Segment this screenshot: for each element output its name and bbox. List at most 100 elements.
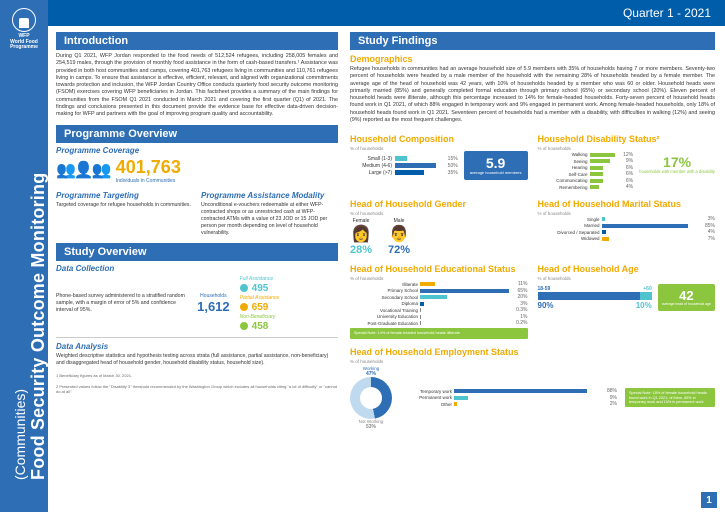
disability-bars: Walking 12%Seeing 9%Hearing 6%Self-Care …	[538, 151, 634, 191]
employment-block: Head of Household Employment Status % of…	[350, 343, 715, 430]
data-analysis-text: Weighted descriptive statistics and hypo…	[56, 353, 338, 367]
demographics-text: Refugee households in communities had an…	[350, 66, 715, 124]
assistance-tiers: Full Assistance495Partial Assistance659N…	[240, 275, 338, 333]
wfp-logo-circle	[12, 8, 36, 32]
tier-row: Full Assistance	[240, 276, 338, 282]
targeting-label: Programme Targeting	[56, 191, 193, 200]
hbar-row: Hearing 6%	[538, 165, 634, 171]
marital-bars: Single 3%Married 85%Divorced / Separated…	[538, 216, 716, 242]
modality-label: Programme Assistance Modality	[201, 191, 338, 200]
gender-title: Head of Household Gender	[350, 199, 528, 209]
households-badge: Households 1,612	[197, 293, 230, 314]
wfp-logo: WFPWorld Food Programme	[6, 8, 42, 52]
age-title: Head of Household Age	[538, 264, 716, 274]
donut-notworking-pct: 53%	[350, 424, 392, 430]
education-unit: % of households	[350, 276, 528, 281]
page-number: 1	[701, 492, 717, 508]
hbar-row: Illiterate 11%	[350, 281, 528, 287]
hbar-row: Large (>7) 35%	[350, 170, 458, 176]
data-analysis-label: Data Analysis	[56, 342, 338, 351]
coverage-row: 👥👤👥 401,763 Individuals in Communities	[56, 157, 338, 184]
coverage-number: 401,763	[116, 157, 181, 178]
data-collection-text: Phone-based survey administered to a str…	[56, 293, 187, 314]
hbar-row: Divorced / Separated 4%	[538, 229, 716, 235]
employment-breakdown: Temporary work 88%Permanent work 9%Other…	[400, 388, 617, 408]
people-icon: 👥👤👥	[56, 160, 110, 180]
gender-female: Female 👩 28%	[350, 218, 372, 256]
study-heading: Study Overview	[56, 243, 338, 261]
age-block: Head of Household Age % of households 18…	[538, 260, 716, 339]
composition-avg-label: average household members	[470, 171, 522, 175]
education-title: Head of Household Educational Status	[350, 264, 528, 274]
female-pct: 28%	[350, 244, 372, 256]
female-icon: 👩	[350, 224, 372, 244]
intro-text: During Q1 2021, WFP Jordan responded to …	[56, 53, 338, 119]
composition-title: Household Composition	[350, 134, 528, 144]
hbar-row: Communicating 6%	[538, 178, 634, 184]
footnote-1: 1 Beneficiary figures as of March 30, 20…	[56, 373, 338, 378]
marital-block: Head of Household Marital Status % of ho…	[538, 195, 716, 256]
gender-unit: % of households	[350, 211, 528, 216]
age-unit: % of households	[538, 276, 716, 281]
households-value: 1,612	[197, 299, 230, 314]
composition-bars: Small (1-3) 15%Medium (4-6) 50%Large (>7…	[350, 155, 458, 177]
hbar-row: Temporary work 88%	[400, 388, 617, 394]
sidebar-title: Food Security Outcome Monitoring	[28, 173, 49, 480]
tier-row: Partial Assistance	[240, 295, 338, 301]
hbar-row: Other 2%	[400, 401, 617, 407]
hbar-row: Post-Graduate Education 0.2%	[350, 320, 528, 326]
hbar-row: Self-Care 6%	[538, 171, 634, 177]
education-bars: Illiterate 11%Primary School 65%Secondar…	[350, 281, 528, 326]
hbar-row: Widowed 7%	[538, 236, 716, 242]
hbar-row: Walking 12%	[538, 152, 634, 158]
composition-avg-value: 5.9	[470, 155, 522, 171]
education-note: Special Note: 14% of female-headed house…	[350, 328, 528, 338]
data-collection-label: Data Collection	[56, 264, 338, 273]
demographics-heading: Demographics	[350, 54, 715, 64]
hbar-row: Primary School 65%	[350, 288, 528, 294]
tier-row: Non-Beneficiary	[240, 314, 338, 320]
coverage-label: Programme Coverage	[56, 146, 338, 155]
education-block: Head of Household Educational Status % o…	[350, 260, 528, 339]
hbar-row: Secondary School 20%	[350, 294, 528, 300]
left-column: Introduction During Q1 2021, WFP Jordan …	[48, 26, 346, 512]
marital-unit: % of households	[538, 211, 716, 216]
disability-title: Household Disability Status²	[538, 134, 716, 144]
org-name: World Food Programme	[10, 39, 38, 51]
male-icon: 👨	[388, 224, 410, 244]
hbar-row: Vocational Training 0.3%	[350, 307, 528, 313]
disability-pct: 17%	[639, 154, 715, 170]
hbar-row: Seeing 9%	[538, 158, 634, 164]
female-label: Female	[350, 218, 372, 224]
hbar-row: Single 3%	[538, 216, 716, 222]
sidebar-subtitle: (Communities)	[12, 389, 28, 480]
modality-text: Unconditional e-vouchers redeemable at e…	[201, 202, 338, 237]
composition-block: Household Composition % of households Sm…	[350, 130, 528, 191]
coverage-caption: Individuals in Communities	[116, 178, 181, 184]
sidebar: WFPWorld Food Programme Food Security Ou…	[0, 0, 48, 512]
hbar-row: Diploma 3%	[350, 301, 528, 307]
gender-block: Head of Household Gender % of households…	[350, 195, 528, 256]
employment-title: Head of Household Employment Status	[350, 347, 715, 357]
employment-unit: % of households	[350, 359, 715, 364]
main-content: Introduction During Q1 2021, WFP Jordan …	[48, 26, 725, 512]
composition-avg-badge: 5.9 average household members	[464, 151, 528, 179]
age-avg-label: average head of household age	[662, 303, 711, 307]
age-bar: 18-59+60 90%10%	[538, 285, 652, 310]
employment-note: Special Note: 18% of female household he…	[625, 388, 715, 407]
hbar-row: Small (1-3) 15%	[350, 156, 458, 162]
age-avg-value: 42	[662, 288, 711, 303]
employment-donut-wrap: Working 47% Not Working 53%	[350, 366, 392, 430]
findings-heading: Study Findings	[350, 32, 715, 50]
hbar-row: Married 85%	[538, 223, 716, 229]
disability-callout-text: households with member with a disability	[639, 170, 715, 175]
programme-heading: Programme Overview	[56, 125, 338, 143]
targeting-text: Targeted coverage for refugee households…	[56, 202, 193, 209]
donut-working-pct: 47%	[350, 371, 392, 377]
employment-donut	[350, 377, 392, 419]
hbar-row: University Education 1%	[350, 314, 528, 320]
gender-male: Male 👨 72%	[388, 218, 410, 256]
top-bar: Quarter 1 - 2021	[48, 0, 725, 26]
hbar-row: Medium (4-6) 50%	[350, 163, 458, 169]
disability-block: Household Disability Status² % of househ…	[538, 130, 716, 191]
